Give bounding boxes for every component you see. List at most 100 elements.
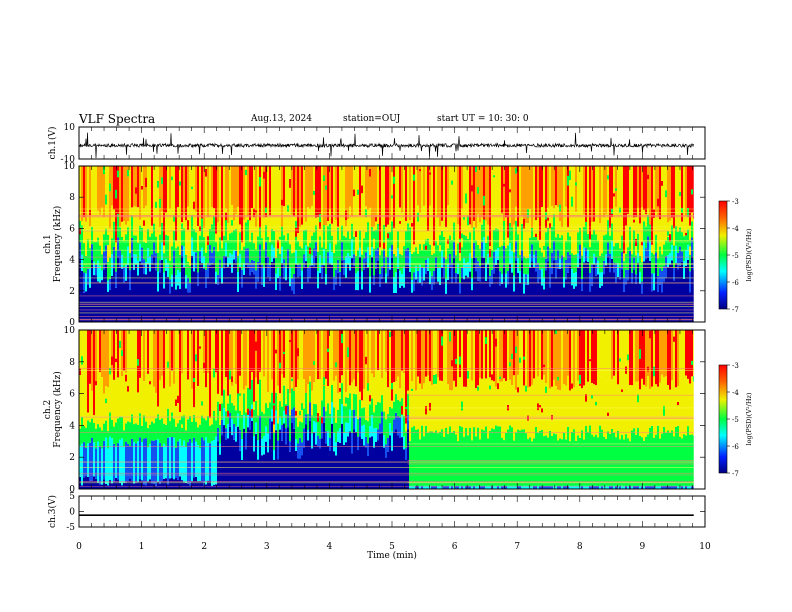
spectrogram-cell <box>471 185 473 192</box>
spectrogram-cell <box>691 434 694 486</box>
spectrogram-cell <box>389 220 392 233</box>
spectrogram-cell <box>195 441 198 477</box>
spectrogram-cell <box>417 485 420 489</box>
spectrogram-cell <box>655 234 658 253</box>
spectrogram-cell <box>265 207 267 214</box>
spectrogram-cell <box>691 330 694 377</box>
spectrogram-cell <box>587 485 590 489</box>
spectrogram-cell <box>201 218 204 248</box>
spectrogram-cell <box>365 419 368 437</box>
spectrogram-cell <box>277 423 280 441</box>
spectrogram-cell <box>387 438 390 452</box>
spectrogram-cell <box>371 247 374 258</box>
spectrogram-cell <box>691 360 693 365</box>
spectrogram-cell <box>659 330 662 383</box>
spectrogram-cell <box>417 330 420 377</box>
spectrogram-cell <box>317 166 320 217</box>
spectrogram-cell <box>269 166 272 216</box>
spectrogram-cell <box>251 166 254 208</box>
spectrogram-cell <box>651 485 654 489</box>
spectrogram-cell <box>103 393 106 424</box>
spectrogram-cell <box>659 485 662 489</box>
spectrogram-cell <box>471 258 474 278</box>
x-tick-label: 4 <box>327 542 333 552</box>
spectrogram-cell <box>539 378 542 431</box>
spectrogram-cell <box>631 330 634 383</box>
spectrogram-cell <box>93 241 96 262</box>
spectrogram-cell <box>585 248 588 261</box>
spectrogram-cell <box>465 334 467 338</box>
spectrogram-cell <box>611 258 614 322</box>
spectrogram-cell <box>319 379 322 416</box>
spectrogram-cell <box>347 398 350 423</box>
spectrogram-cell <box>331 402 334 424</box>
spectrogram-cell <box>487 330 490 378</box>
spectrogram-cell <box>339 428 342 443</box>
spectrogram-cell <box>605 234 608 255</box>
spectrogram-cell <box>401 213 404 256</box>
spectrogram-cell <box>319 415 322 439</box>
spectrogram-cell <box>653 290 656 322</box>
spectrogram-cell <box>497 380 500 427</box>
spectrogram-cell <box>443 166 446 227</box>
spectrogram-cell <box>335 269 338 285</box>
spectrogram-cell <box>597 274 600 322</box>
spectrogram-cell <box>375 268 378 322</box>
spectrogram-cell <box>339 330 342 383</box>
spectrogram-cell <box>541 379 544 430</box>
spectrogram-cell <box>149 330 152 389</box>
y-tick-label: 4 <box>69 421 75 431</box>
spectrogram-cell <box>425 376 428 426</box>
spectrogram-cell <box>347 166 350 220</box>
spectrogram-cell <box>515 330 518 390</box>
spectrogram-cell <box>421 208 424 250</box>
spectrogram-cell <box>279 166 282 218</box>
spectrogram-cell <box>257 384 260 416</box>
spectrogram-cell <box>485 262 488 281</box>
spectrogram-cell <box>673 381 676 437</box>
spectrogram-cell <box>155 485 158 489</box>
spectrogram-cell <box>305 261 308 322</box>
spectrogram-cell <box>83 425 86 443</box>
spectrogram-cell <box>659 246 662 269</box>
spectrogram-cell <box>413 290 416 322</box>
spectrogram-cell <box>589 272 592 292</box>
spectrogram-cell <box>365 356 367 365</box>
spectrogram-cell <box>633 380 636 429</box>
spectrogram-cell <box>447 248 450 265</box>
spectrogram-cell <box>581 388 584 431</box>
spectrogram-cell <box>391 450 394 489</box>
spectrogram-cell <box>663 406 665 416</box>
spectrogram-cell <box>115 330 118 384</box>
spectrogram-cell <box>137 260 140 276</box>
spectrogram-cell <box>233 249 236 260</box>
spectrogram-cell <box>383 411 386 436</box>
spectrogram-cell <box>493 485 496 489</box>
spectrogram-cell <box>435 166 438 207</box>
spectrogram-cell <box>135 330 138 382</box>
spectrogram-cell <box>229 215 232 234</box>
spectrogram-cell <box>253 345 255 353</box>
spectrogram-cell <box>369 169 371 177</box>
spectrogram-cell <box>527 166 530 224</box>
spectrogram-cell <box>679 377 682 437</box>
spectrogram-cell <box>413 252 416 273</box>
spectrogram-cell <box>387 451 390 489</box>
spectrogram-cell <box>125 482 128 489</box>
spectrogram-cell <box>661 374 664 434</box>
spectrogram-cell <box>137 275 140 322</box>
spectrogram-cell <box>225 377 228 412</box>
spectrogram-cell <box>223 375 226 390</box>
spectrogram-cell <box>105 166 108 210</box>
spectrogram-cell <box>427 375 430 433</box>
spectrogram-cell <box>309 208 312 243</box>
spectrogram-cell <box>101 377 104 431</box>
spectrogram-cell <box>677 386 680 426</box>
spectrogram-cell <box>499 485 502 489</box>
spectrogram-cell <box>243 330 246 390</box>
spectrogram-cell <box>625 330 628 382</box>
spectrogram-cell <box>581 279 584 291</box>
spectrogram-cell <box>353 236 356 255</box>
spectrogram-cell <box>143 330 146 382</box>
spectrogram-cell <box>601 253 604 273</box>
